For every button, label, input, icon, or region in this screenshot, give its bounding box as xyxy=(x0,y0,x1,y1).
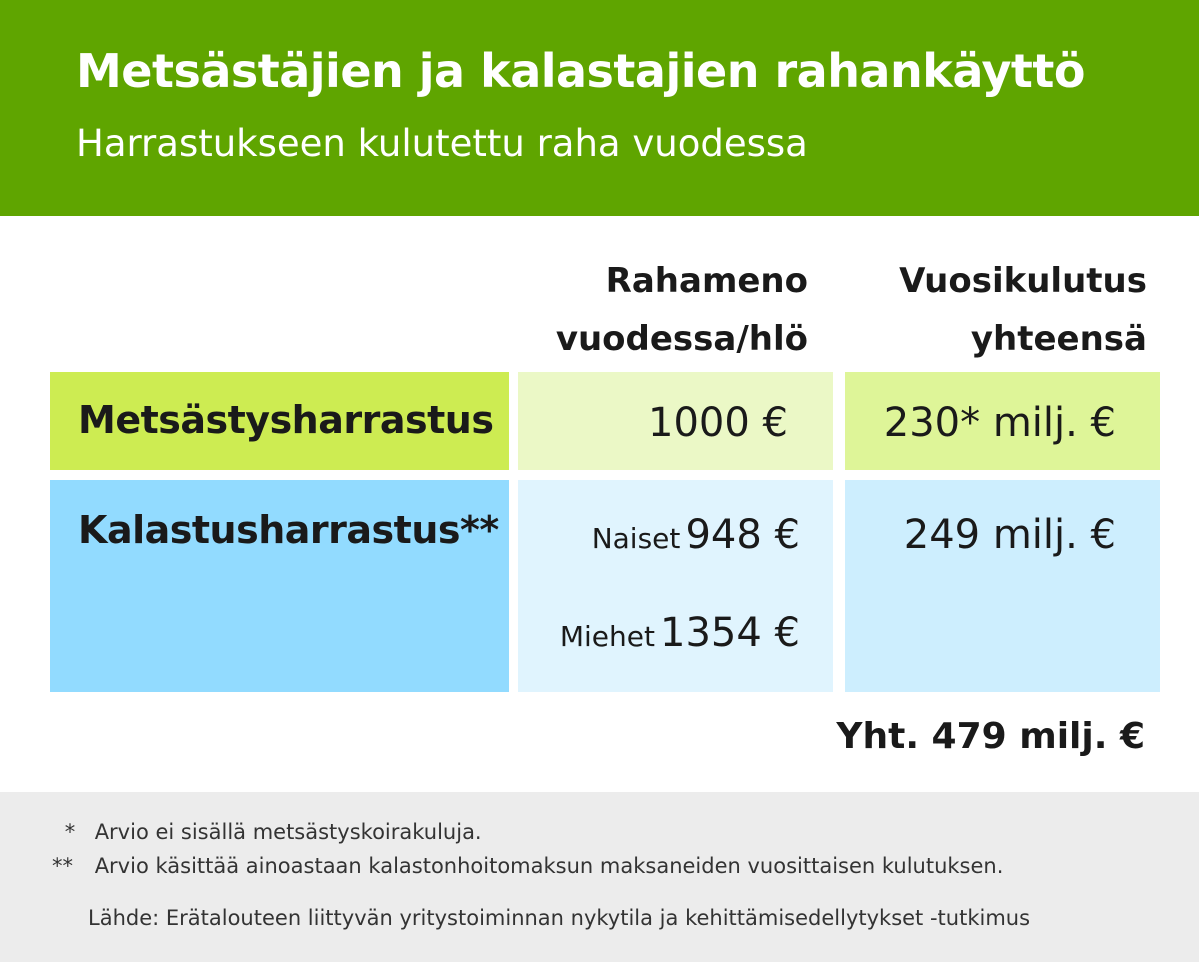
hunting-annual-value: 230* milj. € xyxy=(883,400,1116,446)
column-header-annual-line1: Vuosikulutus xyxy=(899,261,1147,301)
total-annual: Yht. 479 milj. € xyxy=(836,716,1145,757)
footnote-1-text: Arvio ei sisällä metsästyskoirakuluja. xyxy=(94,820,482,844)
fishing-women-value: 948 € xyxy=(685,512,800,558)
hunting-annual-cell: 230* milj. € xyxy=(845,372,1160,470)
fishing-annual-value: 249 milj. € xyxy=(903,512,1116,558)
header-banner: Metsästäjien ja kalastajien rahankäyttö … xyxy=(0,0,1199,216)
fishing-label-cell: Kalastusharrastus** xyxy=(50,480,509,692)
fishing-per-person-cell: Naiset 948 € Miehet 1354 € xyxy=(518,480,833,692)
hunting-label-cell: Metsästysharrastus xyxy=(50,372,509,470)
footnote-1: * Arvio ei sisällä metsästyskoirakuluja. xyxy=(52,820,482,844)
page-title: Metsästäjien ja kalastajien rahankäyttö xyxy=(76,44,1086,98)
footnote-2-mark: ** xyxy=(52,854,73,878)
footer-notes: * Arvio ei sisällä metsästyskoirakuluja.… xyxy=(0,792,1199,962)
footnote-2: ** Arvio käsittää ainoastaan kalastonhoi… xyxy=(52,854,1003,878)
fishing-men-label: Miehet xyxy=(559,620,655,653)
column-header-per-person-line2: vuodessa/hlö xyxy=(555,319,808,359)
hunting-label: Metsästysharrastus xyxy=(78,398,494,442)
column-header-per-person: Rahameno vuodessa/hlö xyxy=(556,252,808,368)
column-header-annual-line2: yhteensä xyxy=(970,319,1147,359)
column-header-annual: Vuosikulutus yhteensä xyxy=(899,252,1147,368)
footnote-2-text: Arvio käsittää ainoastaan kalastonhoitom… xyxy=(94,854,1004,878)
fishing-men-value: 1354 € xyxy=(660,610,800,656)
fishing-women-row: Naiset 948 € xyxy=(592,512,800,558)
hunting-per-person-cell: 1000 € xyxy=(518,372,833,470)
fishing-men-row: Miehet 1354 € xyxy=(560,610,800,656)
column-header-per-person-line1: Rahameno xyxy=(605,261,808,301)
hunting-per-person-value: 1000 € xyxy=(648,400,788,446)
page-subtitle: Harrastukseen kulutettu raha vuodessa xyxy=(76,122,808,165)
fishing-label: Kalastusharrastus** xyxy=(78,508,499,552)
footnote-1-mark: * xyxy=(64,820,76,844)
source-note: Lähde: Erätalouteen liittyvän yritystoim… xyxy=(88,906,1031,930)
fishing-women-label: Naiset xyxy=(591,522,681,555)
fishing-annual-cell: 249 milj. € xyxy=(845,480,1160,692)
